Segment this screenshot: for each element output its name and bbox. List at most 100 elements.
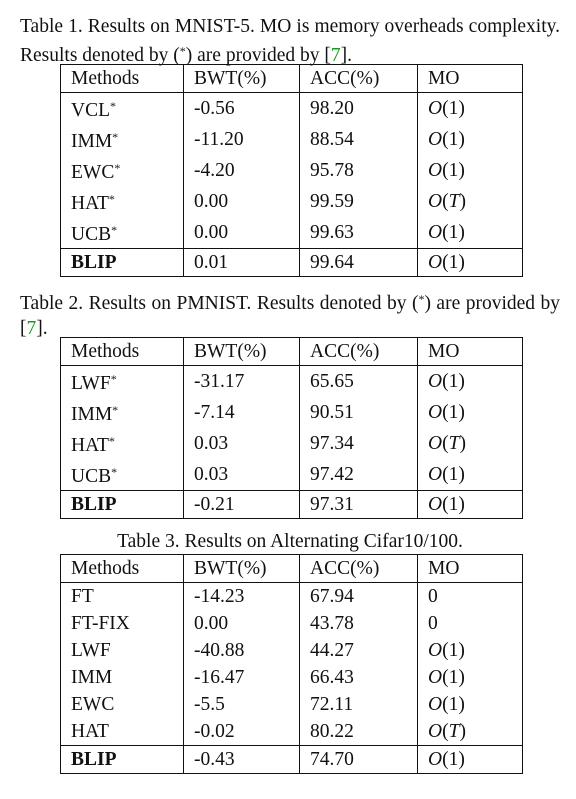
mo-cell: O(1) bbox=[417, 637, 523, 664]
table-row: EWC -5.5 72.11 O(1) bbox=[60, 691, 523, 718]
header-acc: ACC(%) bbox=[299, 554, 418, 583]
mo-cell: O(1) bbox=[417, 691, 523, 718]
acc-cell: 88.54 bbox=[299, 124, 418, 155]
bwt-cell: -40.88 bbox=[183, 637, 300, 664]
method-name: UCB bbox=[71, 224, 112, 245]
acc-cell: 97.34 bbox=[299, 428, 418, 459]
acc-cell: 99.64 bbox=[299, 248, 418, 277]
bwt-cell: 0.00 bbox=[183, 610, 300, 637]
method-name: HAT bbox=[71, 435, 109, 456]
acc-cell: 74.70 bbox=[299, 745, 418, 774]
acc-cell: 98.20 bbox=[299, 92, 418, 124]
method-cell: LWF bbox=[60, 637, 184, 664]
table-row: UCB* 0.03 97.42 O(1) bbox=[60, 459, 523, 491]
acc-cell: 99.59 bbox=[299, 186, 418, 217]
method-name: IMM bbox=[71, 131, 113, 152]
mo-cell: O(1) bbox=[417, 664, 523, 691]
provided-by-marker: * bbox=[110, 99, 116, 113]
header-mo: MO bbox=[417, 554, 523, 583]
method-cell: HAT bbox=[60, 718, 184, 746]
provided-by-marker: * bbox=[111, 223, 118, 237]
method-cell: IMM bbox=[60, 664, 184, 691]
table-row: BLIP 0.01 99.64 O(1) bbox=[60, 248, 523, 277]
method-cell: EWC bbox=[60, 691, 184, 718]
method-cell: BLIP bbox=[60, 248, 184, 277]
citation-link[interactable]: 7 bbox=[330, 45, 341, 66]
acc-cell: 44.27 bbox=[299, 637, 418, 664]
method-cell: VCL* bbox=[60, 92, 184, 124]
mo-cell: O(1) bbox=[417, 459, 523, 491]
mo-cell: O(1) bbox=[417, 490, 523, 519]
header-methods: Methods bbox=[60, 554, 184, 583]
method-name: IMM bbox=[71, 667, 113, 688]
acc-cell: 99.63 bbox=[299, 217, 418, 249]
acc-cell: 97.42 bbox=[299, 459, 418, 491]
mo-cell: O(T) bbox=[417, 186, 523, 217]
method-name: FT-FIX bbox=[71, 613, 130, 634]
provided-by-marker: * bbox=[108, 192, 115, 206]
method-name: BLIP bbox=[71, 749, 117, 770]
mo-cell: O(T) bbox=[417, 718, 523, 746]
mo-cell: O(T) bbox=[417, 428, 523, 459]
table-row: HAT -0.02 80.22 O(T) bbox=[60, 718, 523, 746]
bwt-cell: -11.20 bbox=[183, 124, 300, 155]
table-row: IMM* -7.14 90.51 O(1) bbox=[60, 397, 523, 428]
table-row: VCL* -0.56 98.20 O(1) bbox=[60, 92, 523, 124]
acc-cell: 67.94 bbox=[299, 582, 418, 610]
provided-by-marker: * bbox=[112, 130, 119, 144]
table-row: LWF* -31.17 65.65 O(1) bbox=[60, 365, 523, 397]
acc-cell: 66.43 bbox=[299, 664, 418, 691]
acc-cell: 43.78 bbox=[299, 610, 418, 637]
bwt-cell: -7.14 bbox=[183, 397, 300, 428]
table-2-caption: Table 2. Results on PMNIST. Results deno… bbox=[20, 292, 560, 339]
table-header-row: Methods BWT(%) ACC(%) MO bbox=[60, 64, 523, 93]
method-cell: FT bbox=[60, 582, 184, 610]
method-cell: HAT* bbox=[60, 186, 184, 217]
method-cell: LWF* bbox=[60, 365, 184, 397]
table-2: Methods BWT(%) ACC(%) MO LWF* -31.17 65.65… bbox=[60, 337, 523, 519]
table-row: IMM -16.47 66.43 O(1) bbox=[60, 664, 523, 691]
table-header-row: Methods BWT(%) ACC(%) MO bbox=[60, 554, 523, 583]
provided-by-marker: * bbox=[114, 161, 121, 175]
method-name: HAT bbox=[71, 721, 109, 742]
method-name: IMM bbox=[71, 404, 113, 425]
table-1: Methods BWT(%) ACC(%) MO VCL* -0.56 98.20 O… bbox=[60, 64, 523, 277]
acc-cell: 97.31 bbox=[299, 490, 418, 519]
method-cell: BLIP bbox=[60, 490, 184, 519]
acc-cell: 65.65 bbox=[299, 365, 418, 397]
method-cell: IMM* bbox=[60, 124, 184, 155]
acc-cell: 72.11 bbox=[299, 691, 418, 718]
header-mo: MO bbox=[417, 337, 523, 366]
table-1-caption: Table 1. Results on MNIST-5. MO is memor… bbox=[20, 16, 560, 66]
method-name: FT bbox=[71, 586, 94, 607]
bwt-cell: -0.56 bbox=[183, 92, 300, 124]
mo-cell: O(1) bbox=[417, 155, 523, 186]
method-cell: EWC* bbox=[60, 155, 184, 186]
method-name: UCB bbox=[71, 466, 112, 487]
bwt-cell: -0.21 bbox=[183, 490, 300, 519]
table-row: LWF -40.88 44.27 O(1) bbox=[60, 637, 523, 664]
bwt-cell: -14.23 bbox=[183, 582, 300, 610]
method-name: VCL bbox=[71, 100, 110, 121]
acc-cell: 90.51 bbox=[299, 397, 418, 428]
mo-cell: O(1) bbox=[417, 397, 523, 428]
citation-link[interactable]: 7 bbox=[26, 318, 37, 339]
header-mo: MO bbox=[417, 64, 523, 93]
header-bwt: BWT(%) bbox=[183, 64, 300, 93]
provided-by-marker: * bbox=[108, 434, 115, 448]
mo-cell: O(1) bbox=[417, 92, 523, 124]
bwt-cell: -5.5 bbox=[183, 691, 300, 718]
method-name: BLIP bbox=[71, 252, 117, 273]
table-3: Methods BWT(%) ACC(%) MO FT -14.23 67.94 0 F… bbox=[60, 554, 523, 774]
mo-cell: O(1) bbox=[417, 217, 523, 249]
table-row: HAT* 0.03 97.34 O(T) bbox=[60, 428, 523, 459]
mo-cell: O(1) bbox=[417, 365, 523, 397]
method-cell: HAT* bbox=[60, 428, 184, 459]
table-row: HAT* 0.00 99.59 O(T) bbox=[60, 186, 523, 217]
mo-cell: 0 bbox=[417, 610, 523, 637]
method-cell: IMM* bbox=[60, 397, 184, 428]
table-row: FT -14.23 67.94 0 bbox=[60, 582, 523, 610]
bwt-cell: 0.00 bbox=[183, 186, 300, 217]
bwt-cell: 0.03 bbox=[183, 428, 300, 459]
method-name: BLIP bbox=[71, 494, 117, 515]
